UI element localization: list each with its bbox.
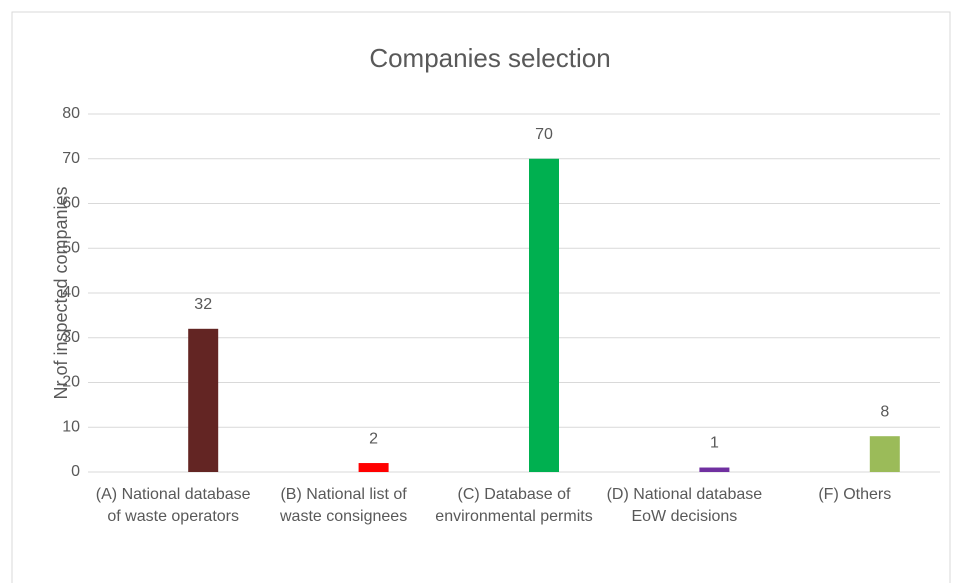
data-label: 1 [710, 435, 719, 452]
data-label: 2 [369, 430, 378, 447]
chart-border [11, 11, 951, 583]
y-tick-label: 10 [62, 418, 80, 435]
bar [358, 463, 389, 472]
y-tick-label: 60 [62, 195, 80, 212]
y-tick-label: 20 [62, 374, 80, 391]
y-tick-label: 30 [62, 329, 80, 346]
bar [188, 328, 219, 472]
y-tick-label: 80 [62, 105, 80, 122]
bar [529, 158, 559, 472]
data-label: 8 [880, 403, 889, 420]
y-tick-label: 70 [62, 150, 80, 167]
data-label: 70 [535, 126, 553, 143]
y-tick-label: 0 [71, 463, 80, 480]
x-tick-label: (D) National database EoW decisions [606, 486, 763, 525]
bar [699, 467, 730, 472]
chart-title: Companies selection [369, 43, 610, 73]
y-tick-label: 50 [62, 239, 80, 256]
x-tick-label: (A) National database of waste operators [95, 486, 251, 525]
x-tick-label: (B) National list of waste consignees [280, 486, 408, 525]
x-tick-label: (F) Others [818, 486, 892, 503]
data-label: 32 [194, 296, 212, 313]
bar [869, 436, 900, 472]
x-tick-label: (C) Database of environmental permits [435, 486, 593, 525]
y-tick-label: 40 [62, 284, 80, 301]
y-axis-label: Nr of inspected companies [51, 186, 71, 399]
